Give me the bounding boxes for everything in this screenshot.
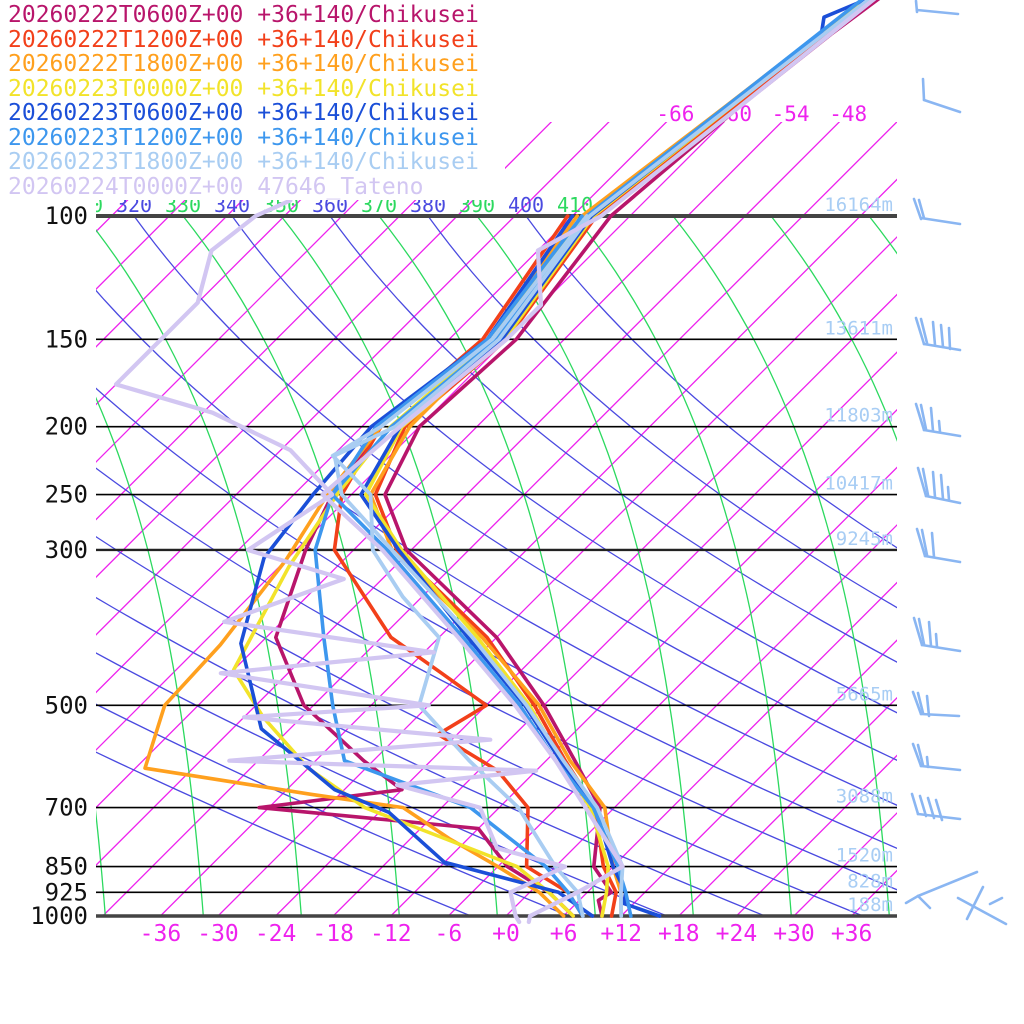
- temp-label-top: -54: [772, 102, 810, 126]
- pressure-axis-label: 200: [45, 413, 88, 441]
- temp-label-bottom: -36: [140, 921, 182, 947]
- legend-entry: 20260222T1200Z+00 +36+140/Chikusei: [8, 26, 479, 53]
- temp-label-bottom: -30: [197, 921, 239, 947]
- temp-label-top: -48: [829, 102, 867, 126]
- legend-entry: 20260222T1800Z+00 +36+140/Chikusei: [8, 51, 479, 77]
- pressure-axis-label: 1000: [30, 902, 88, 930]
- legend-entry: 20260223T1200Z+00 +36+140/Chikusei: [8, 124, 479, 151]
- temp-label-bottom: +36: [831, 921, 873, 947]
- temp-label-bottom: -12: [370, 921, 412, 947]
- pressure-axis-label: 700: [45, 794, 88, 822]
- altitude-label: 3088m: [836, 786, 893, 808]
- dewpoint-trace-5: [313, 214, 585, 918]
- pressure-axis-label: 300: [45, 536, 88, 564]
- pressure-axis-label: 925: [45, 878, 88, 906]
- pressure-axis-label: 500: [45, 691, 88, 719]
- temp-label-bottom: -18: [312, 921, 354, 947]
- temp-label-top: -66: [656, 102, 694, 126]
- temp-label-bottom: +0: [492, 921, 520, 947]
- dewpoint-trace-6: [330, 214, 589, 918]
- temperature-axis-labels: -36 -30 -24 -18 -12 -6 +0 +6 +12 +18 +24 +30 +36 -66 -…: [140, 102, 873, 947]
- temp-label-bottom: +12: [600, 921, 642, 947]
- theta-label: 400: [508, 193, 544, 217]
- theta-label: 310: [67, 193, 103, 217]
- temp-label-bottom: +18: [658, 921, 700, 947]
- legend-entry: 20260224T0000Z+00 47646_Tateno: [8, 173, 424, 200]
- pressure-axis-label: 250: [45, 481, 88, 509]
- temp-label-bottom: +6: [550, 921, 578, 947]
- altitude-label: 5665m: [836, 683, 893, 705]
- theta-label: 410: [557, 193, 593, 217]
- temp-label-bottom: +30: [773, 921, 815, 947]
- altitude-label: 10417m: [824, 473, 893, 495]
- temperature-trace-1: [373, 0, 872, 918]
- sounding-legend: 20260222T0600Z+00 +36+140/Chikusei 20260…: [0, 0, 505, 200]
- isotherm-grid: [96, 122, 897, 916]
- altitude-label: 13611m: [824, 317, 893, 339]
- legend-entry: 20260223T0600Z+00 +36+140/Chikusei: [8, 100, 479, 126]
- dewpoint-trace-4: [239, 214, 595, 918]
- pressure-axis-label: 100: [45, 202, 88, 230]
- temperature-trace-7: [320, 0, 877, 925]
- pressure-axis-label: 150: [45, 325, 88, 353]
- temp-label-bottom: +24: [716, 921, 758, 947]
- temp-label-bottom: -6: [435, 921, 463, 947]
- legend-entry: 20260222T0600Z+00 +36+140/Chikusei: [8, 2, 479, 28]
- altitude-label: 188m: [847, 894, 893, 916]
- sounding-traces: [113, 0, 881, 925]
- legend-entry: 20260223T0000Z+00 +36+140/Chikusei: [8, 75, 479, 102]
- wind-barbs: [904, 0, 1008, 926]
- altitude-label: 16164m: [824, 194, 893, 216]
- pressure-axis-label: 850: [45, 853, 88, 881]
- altitude-label: 828m: [847, 870, 893, 892]
- legend-entry: 20260223T1800Z+00 +36+140/Chikusei: [8, 149, 479, 175]
- pressure-lines: 100 16164m 150 13611m 200 11803m 250 10417m 300 9…: [30, 194, 897, 930]
- altitude-label: 9245m: [836, 528, 893, 550]
- altitude-label: 11803m: [824, 405, 893, 427]
- altitude-label: 1520m: [836, 845, 893, 867]
- dewpoint-trace-7: [113, 198, 568, 925]
- temp-label-bottom: -24: [255, 921, 297, 947]
